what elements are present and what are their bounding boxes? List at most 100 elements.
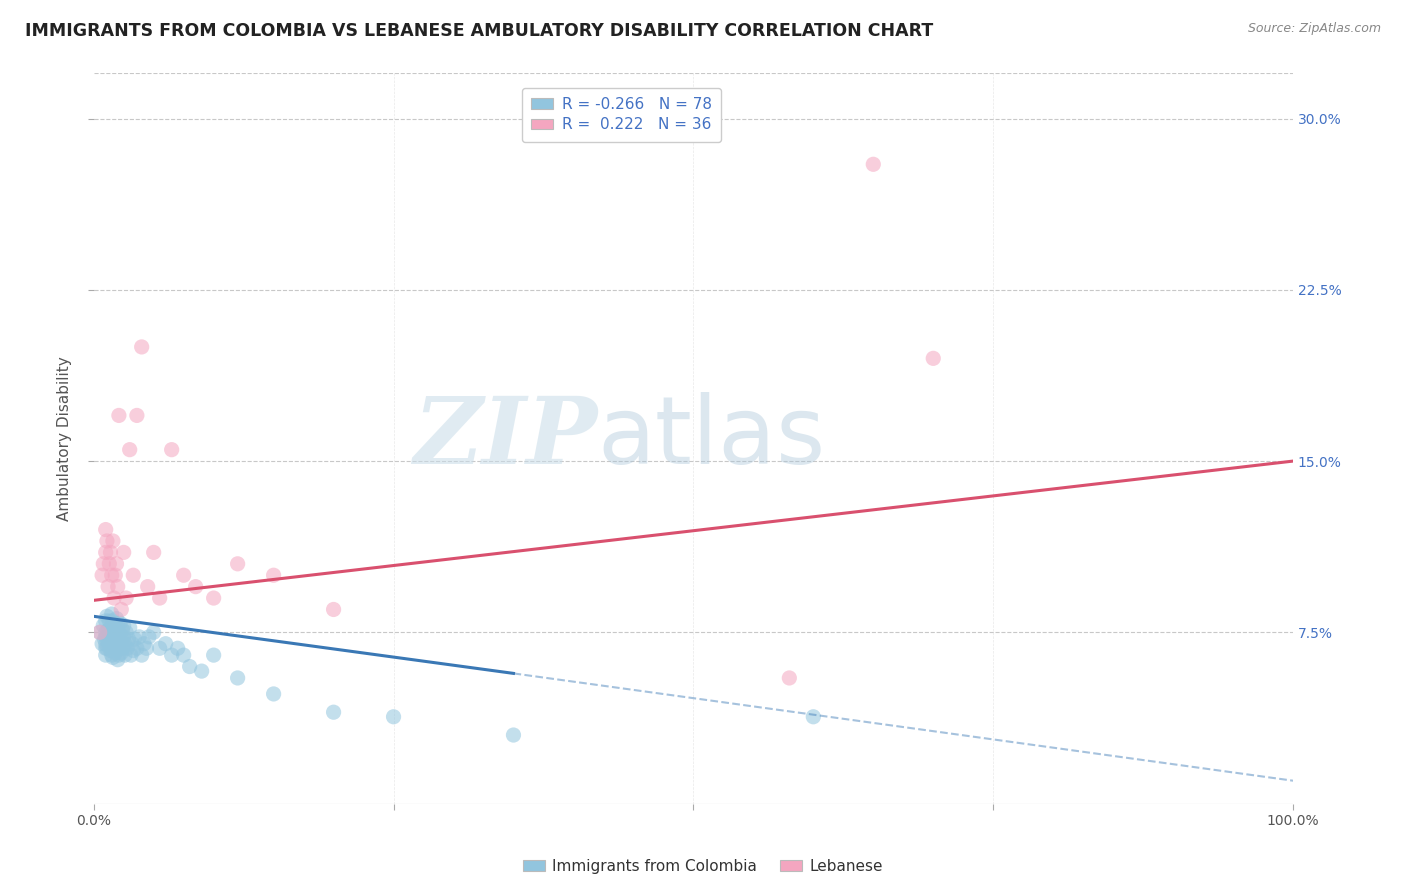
Point: [105, 557, 128, 571]
Point: [190, 664, 212, 678]
Point: [100, 568, 122, 582]
Point: [131, 648, 153, 662]
Point: [97, 580, 120, 594]
Point: [173, 648, 195, 662]
Point: [118, 442, 141, 457]
Point: [801, 710, 824, 724]
Point: [107, 618, 129, 632]
Point: [94, 545, 117, 559]
Point: [202, 648, 225, 662]
Point: [104, 616, 127, 631]
Point: [101, 625, 124, 640]
Point: [121, 637, 143, 651]
Point: [202, 591, 225, 605]
Point: [135, 641, 157, 656]
Point: [117, 641, 139, 656]
Point: [103, 630, 125, 644]
Point: [862, 157, 884, 171]
Point: [100, 545, 122, 559]
Point: [502, 728, 524, 742]
Point: [125, 409, 148, 423]
Point: [322, 602, 344, 616]
Point: [125, 641, 148, 656]
Point: [136, 580, 159, 594]
Point: [107, 630, 129, 644]
Point: [382, 710, 405, 724]
Point: [112, 630, 135, 644]
Legend: Immigrants from Colombia, Lebanese: Immigrants from Colombia, Lebanese: [517, 853, 889, 880]
Point: [124, 632, 146, 647]
Point: [142, 625, 165, 640]
Point: [108, 627, 131, 641]
Point: [94, 614, 117, 628]
Point: [104, 568, 127, 582]
Point: [226, 557, 249, 571]
Point: [101, 650, 124, 665]
Legend: R = -0.266   N = 78, R =  0.222   N = 36: R = -0.266 N = 78, R = 0.222 N = 36: [522, 88, 721, 142]
Point: [110, 634, 132, 648]
Y-axis label: Ambulatory Disability: Ambulatory Disability: [58, 356, 72, 521]
Point: [138, 630, 160, 644]
Point: [100, 607, 122, 621]
Point: [112, 545, 135, 559]
Point: [105, 623, 128, 637]
Point: [117, 632, 139, 647]
Point: [115, 625, 138, 640]
Point: [94, 523, 117, 537]
Point: [179, 659, 201, 673]
Point: [166, 641, 188, 656]
Point: [131, 340, 153, 354]
Point: [132, 637, 155, 651]
Point: [103, 639, 125, 653]
Text: Source: ZipAtlas.com: Source: ZipAtlas.com: [1247, 22, 1381, 36]
Point: [89, 625, 111, 640]
Point: [94, 641, 117, 656]
Point: [149, 591, 172, 605]
Point: [98, 627, 121, 641]
Point: [98, 614, 121, 628]
Point: [155, 637, 177, 651]
Text: atlas: atlas: [598, 392, 825, 484]
Point: [922, 351, 945, 366]
Point: [94, 625, 117, 640]
Point: [94, 637, 117, 651]
Point: [118, 621, 141, 635]
Point: [91, 618, 114, 632]
Point: [107, 653, 129, 667]
Point: [128, 630, 150, 644]
Point: [104, 646, 127, 660]
Point: [160, 442, 183, 457]
Point: [96, 609, 118, 624]
Point: [100, 632, 122, 647]
Point: [110, 646, 132, 660]
Point: [96, 533, 118, 548]
Point: [111, 623, 134, 637]
Point: [110, 602, 132, 616]
Point: [114, 637, 136, 651]
Point: [89, 625, 111, 640]
Text: ZIP: ZIP: [413, 393, 598, 483]
Point: [91, 637, 114, 651]
Point: [91, 557, 114, 571]
Point: [108, 409, 131, 423]
Point: [104, 632, 127, 647]
Point: [100, 637, 122, 651]
Point: [100, 648, 122, 662]
Point: [226, 671, 249, 685]
Point: [107, 580, 129, 594]
Point: [101, 533, 124, 548]
Point: [105, 612, 128, 626]
Point: [108, 637, 131, 651]
Point: [111, 641, 134, 656]
Point: [101, 614, 124, 628]
Point: [122, 643, 145, 657]
Point: [184, 580, 207, 594]
Point: [114, 648, 136, 662]
Point: [778, 671, 800, 685]
Point: [98, 639, 121, 653]
Point: [142, 545, 165, 559]
Point: [96, 641, 118, 656]
Point: [91, 568, 114, 582]
Point: [108, 616, 131, 631]
Point: [263, 687, 285, 701]
